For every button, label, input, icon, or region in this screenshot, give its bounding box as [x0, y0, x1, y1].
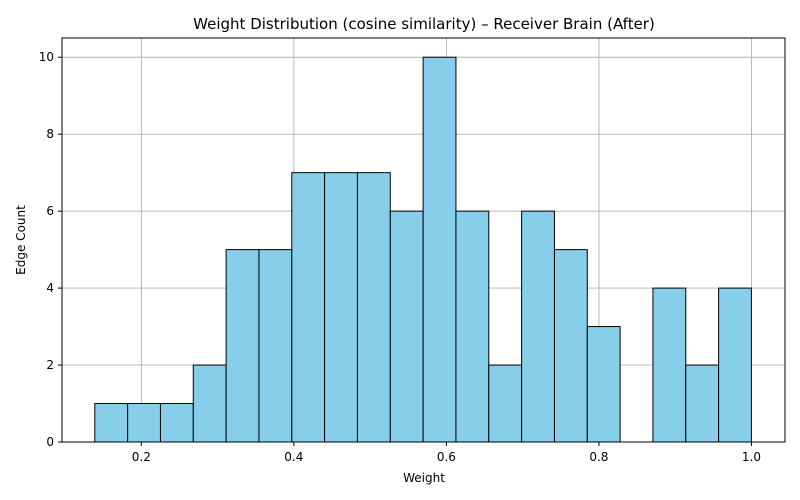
x-tick-label: 0.4: [284, 450, 303, 464]
histogram-bar: [488, 364, 523, 443]
x-axis-ticks: 0.2 0.4 0.6 0.8 1.0: [132, 442, 761, 464]
histogram-bar: [192, 364, 227, 443]
histogram-bar: [685, 364, 720, 443]
histogram-bar: [94, 403, 129, 443]
histogram-bar: [389, 210, 424, 443]
histogram-bar: [652, 287, 687, 443]
y-axis-ticks: 0 2 4 6 8 10: [39, 50, 62, 449]
y-tick-label: 0: [46, 435, 54, 449]
y-axis-label: Edge Count: [14, 205, 28, 275]
histogram-bar: [159, 403, 194, 443]
histogram-bar: [455, 210, 490, 443]
y-tick-label: 2: [46, 358, 54, 372]
histogram-bars: [94, 56, 752, 443]
histogram-bar: [356, 172, 391, 443]
histogram-bar: [718, 287, 752, 443]
x-tick-label: 0.8: [589, 450, 608, 464]
histogram-bar: [324, 172, 358, 443]
x-tick-label: 0.6: [437, 450, 456, 464]
histogram-bar: [225, 249, 260, 443]
x-tick-label: 1.0: [742, 450, 761, 464]
histogram-bar: [553, 249, 588, 443]
y-tick-label: 8: [46, 127, 54, 141]
histogram-bar: [586, 326, 621, 443]
histogram-bar: [521, 210, 555, 443]
histogram-bar: [258, 249, 293, 443]
y-tick-label: 4: [46, 281, 54, 295]
histogram-bar: [422, 56, 457, 443]
histogram-bar: [291, 172, 326, 443]
axes: [61, 37, 786, 443]
x-tick-label: 0.2: [132, 450, 151, 464]
y-tick-label: 6: [46, 204, 54, 218]
x-axis-label: Weight: [403, 471, 445, 485]
y-tick-label: 10: [39, 50, 54, 64]
chart-title: Weight Distribution (cosine similarity) …: [193, 15, 655, 33]
plot-frame: [61, 37, 786, 443]
histogram-bar: [127, 403, 161, 443]
